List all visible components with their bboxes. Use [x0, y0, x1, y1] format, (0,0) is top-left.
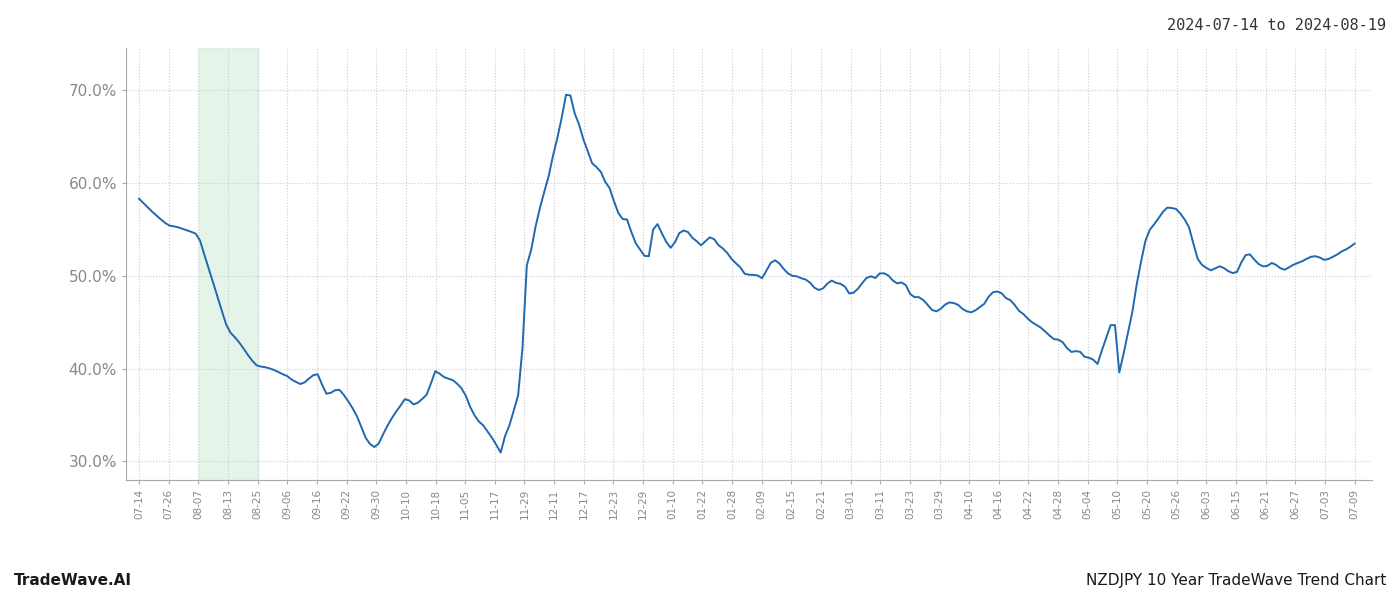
Text: 2024-07-14 to 2024-08-19: 2024-07-14 to 2024-08-19	[1168, 18, 1386, 33]
Text: TradeWave.AI: TradeWave.AI	[14, 573, 132, 588]
Bar	[199, 48, 258, 480]
Text: NZDJPY 10 Year TradeWave Trend Chart: NZDJPY 10 Year TradeWave Trend Chart	[1085, 573, 1386, 588]
